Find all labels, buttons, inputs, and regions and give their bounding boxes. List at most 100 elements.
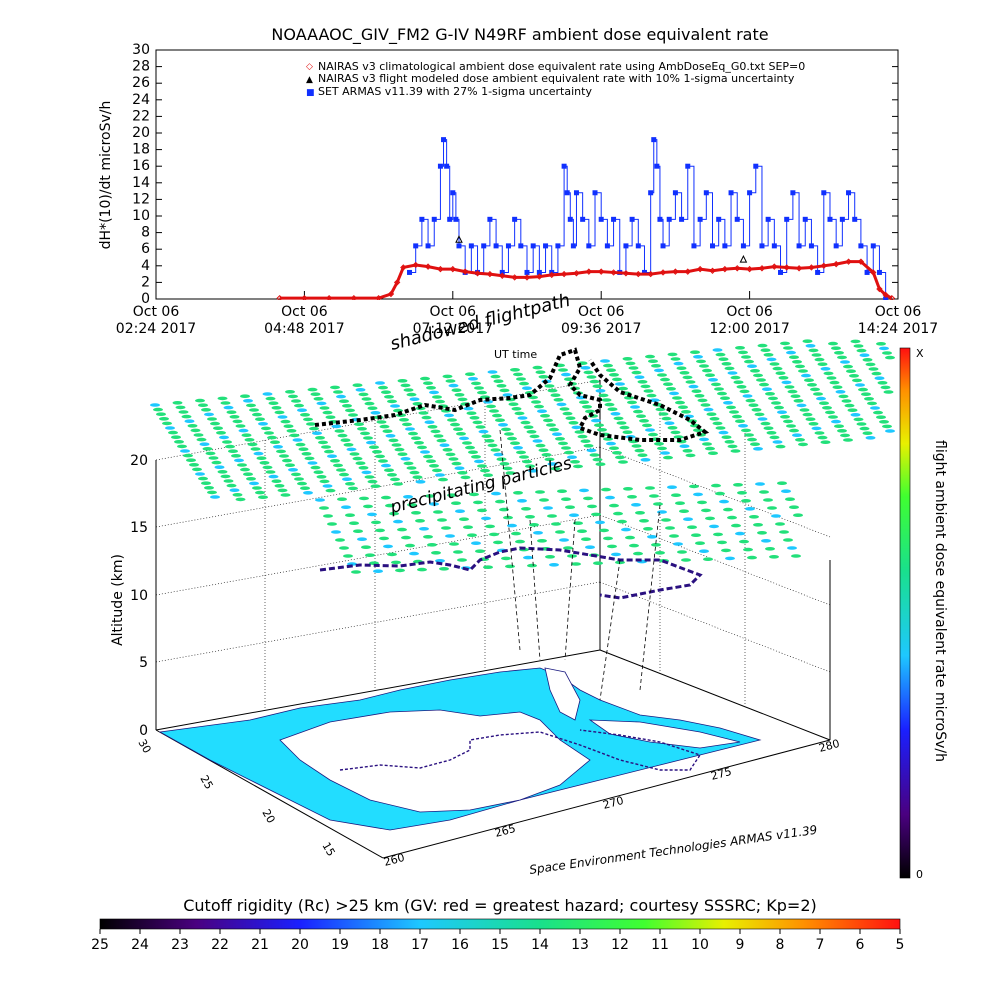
- lattice-dash: [622, 430, 633, 435]
- lattice-dash: [640, 458, 651, 462]
- lattice-dash: [429, 390, 439, 395]
- lattice-dash: [679, 371, 690, 375]
- lattice-dash: [357, 427, 367, 431]
- armas-point: [747, 190, 753, 196]
- lattice-dash: [683, 517, 693, 521]
- lattice-dash: [327, 522, 337, 526]
- lattice-dash: [639, 519, 649, 523]
- lattice-dash: [403, 495, 413, 499]
- nairas-clim-point: [758, 265, 766, 272]
- bottom-tick-label: 7: [816, 937, 825, 953]
- lattice-dash: [550, 393, 561, 398]
- lattice-dash: [411, 436, 421, 441]
- lon-tick: 270: [601, 794, 625, 812]
- lattice-dash: [612, 377, 622, 382]
- lattice-dash: [474, 386, 484, 390]
- lattice-dash: [400, 457, 411, 461]
- lattice-dash: [208, 456, 219, 460]
- lattice-dash: [579, 400, 589, 405]
- lattice-dash: [861, 392, 871, 397]
- lattice-dash: [699, 364, 709, 368]
- nairas-clim-point: [424, 263, 432, 270]
- lattice-dash: [527, 563, 537, 568]
- lattice-dash: [802, 339, 813, 344]
- lattice-dash: [724, 440, 735, 444]
- lattice-dash: [677, 550, 687, 554]
- lattice-dash: [591, 512, 601, 517]
- y-tick-label: 12: [132, 191, 150, 207]
- lattice-dash: [501, 427, 511, 432]
- lattice-dash: [409, 551, 419, 556]
- lattice-dash: [816, 396, 826, 401]
- lattice-dash: [852, 378, 862, 383]
- lattice-dash: [172, 401, 183, 405]
- lattice-dash: [375, 528, 385, 533]
- lattice-dash: [625, 361, 636, 366]
- lattice-dash: [744, 433, 754, 437]
- lattice-dash: [705, 516, 715, 521]
- lattice-dash: [649, 398, 660, 403]
- lattice-dash: [367, 479, 378, 484]
- lattice-dash: [715, 491, 725, 496]
- lattice-dash: [877, 381, 888, 385]
- lattice-dash: [760, 348, 771, 353]
- bottom-colorbar-ticks: 25 24 23 22 21 20 19 18 17 16 15 14 13 12 11 10 9 8 7 6 5: [91, 929, 904, 953]
- lattice-dash: [228, 449, 238, 454]
- lattice-dash: [874, 376, 885, 381]
- lattice-dash: [397, 452, 408, 457]
- altitude-tick: 15: [130, 520, 148, 536]
- lattice-dash: [828, 341, 838, 346]
- lattice-dash: [561, 372, 571, 377]
- lattice-dash: [339, 472, 349, 477]
- lattice-dash: [383, 544, 393, 549]
- lattice-dash: [252, 486, 262, 490]
- lattice-dash: [331, 424, 342, 429]
- lat-tick: 25: [197, 773, 215, 792]
- lattice-dash: [217, 396, 228, 401]
- lattice-dash: [648, 359, 658, 364]
- lattice-dash: [781, 380, 792, 385]
- upper-lattice: [150, 339, 895, 502]
- lattice-dash: [153, 407, 163, 412]
- lattice-dash: [853, 417, 864, 422]
- lattice-dash: [717, 540, 727, 545]
- lattice-dash: [321, 445, 331, 449]
- lattice-dash: [695, 541, 705, 545]
- lattice-dash: [367, 406, 378, 411]
- lattice-dash: [198, 403, 208, 408]
- lattice-dash: [448, 457, 459, 461]
- y-tick-label: 10: [132, 208, 150, 224]
- lattice-dash: [655, 551, 665, 555]
- lattice-dash: [358, 466, 369, 470]
- lattice-dash: [673, 542, 683, 546]
- lattice-dash: [514, 411, 525, 416]
- lattice-dash: [708, 451, 718, 456]
- lattice-dash: [490, 374, 501, 379]
- lattice-dash: [165, 426, 175, 430]
- lattice-dash: [473, 500, 483, 505]
- lattice-dash: [705, 373, 715, 378]
- armas-point: [598, 216, 604, 222]
- lattice-dash: [562, 411, 573, 416]
- lattice-dash: [685, 453, 696, 458]
- armas-point: [796, 243, 802, 249]
- lattice-dash: [258, 495, 268, 500]
- nairas-clim-point: [659, 269, 667, 276]
- x-tick-label-date: Oct 06: [281, 304, 328, 320]
- top-legend: ◇ NAIRAS v3 climatological ambient dose …: [306, 60, 805, 98]
- lattice-dash: [339, 546, 349, 550]
- lon-tick: 275: [709, 765, 733, 783]
- lattice-dash: [255, 490, 265, 495]
- lattice-dash: [219, 435, 229, 440]
- armas-point: [437, 163, 443, 169]
- lattice-dash: [307, 387, 318, 392]
- lattice-dash: [604, 402, 615, 407]
- lattice-dash: [582, 405, 592, 409]
- lattice-dash: [196, 437, 207, 442]
- lattice-dash: [765, 392, 775, 396]
- armas-point: [710, 243, 715, 249]
- lattice-dash: [345, 408, 355, 413]
- lattice-dash: [279, 454, 289, 458]
- lattice-dash: [593, 561, 603, 565]
- lattice-dash: [415, 519, 425, 523]
